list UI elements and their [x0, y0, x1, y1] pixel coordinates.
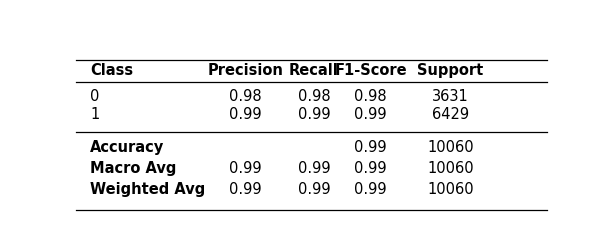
Text: F1-Score: F1-Score: [334, 64, 407, 78]
Text: 10060: 10060: [427, 140, 474, 155]
Text: 0.99: 0.99: [354, 140, 387, 155]
Text: Precision: Precision: [208, 64, 283, 78]
Text: 0: 0: [90, 89, 100, 104]
Text: 10060: 10060: [427, 162, 474, 176]
Text: Accuracy: Accuracy: [90, 140, 164, 155]
Text: 0.98: 0.98: [354, 89, 387, 104]
Text: 0.99: 0.99: [354, 182, 387, 197]
Text: Class: Class: [90, 64, 133, 78]
Text: 0.98: 0.98: [298, 89, 330, 104]
Text: 10060: 10060: [427, 182, 474, 197]
Text: 0.99: 0.99: [354, 162, 387, 176]
Text: 0.99: 0.99: [229, 182, 262, 197]
Text: 0.98: 0.98: [229, 89, 262, 104]
Text: 0.99: 0.99: [298, 182, 330, 197]
Text: 6429: 6429: [432, 107, 469, 122]
Text: 0.99: 0.99: [298, 107, 330, 122]
Text: 1: 1: [90, 107, 99, 122]
Text: Weighted Avg: Weighted Avg: [90, 182, 206, 197]
Text: 0.99: 0.99: [229, 107, 262, 122]
Text: 3631: 3631: [432, 89, 469, 104]
Text: 0.99: 0.99: [229, 162, 262, 176]
Text: Macro Avg: Macro Avg: [90, 162, 176, 176]
Text: 0.99: 0.99: [298, 162, 330, 176]
Text: Recall: Recall: [289, 64, 339, 78]
Text: Support: Support: [418, 64, 484, 78]
Text: 0.99: 0.99: [354, 107, 387, 122]
